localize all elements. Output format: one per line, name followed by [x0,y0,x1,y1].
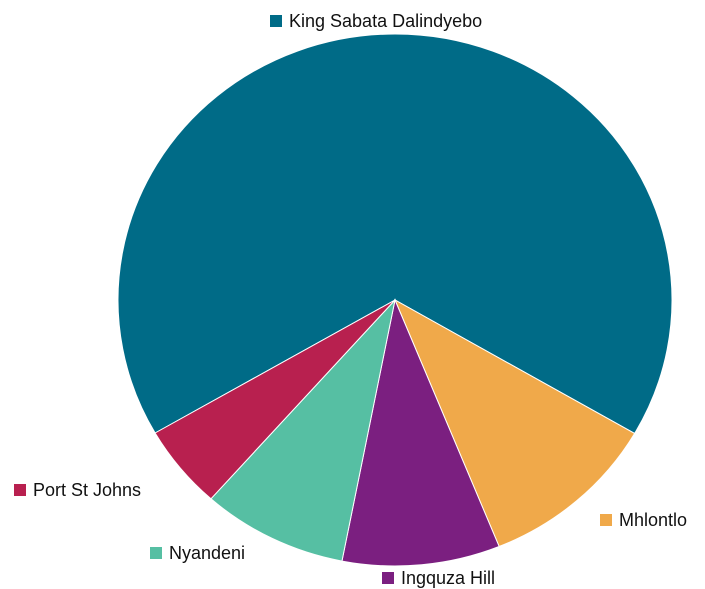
legend-swatch [270,15,282,27]
slice-label: Port St Johns [33,480,141,500]
slice-label: King Sabata Dalindyebo [289,11,482,31]
pie-slice [341,298,500,567]
legend-swatch [600,514,612,526]
legend-swatch [382,572,394,584]
pie-slice [210,298,396,562]
pie-slice [393,298,636,548]
pie-slice [117,33,673,435]
legend-swatch [14,484,26,496]
pie-slice [154,299,396,500]
slice-label: Nyandeni [169,543,245,563]
legend-swatch [150,547,162,559]
slice-label: Mhlontlo [619,510,687,530]
slice-label: Ingquza Hill [401,568,495,588]
